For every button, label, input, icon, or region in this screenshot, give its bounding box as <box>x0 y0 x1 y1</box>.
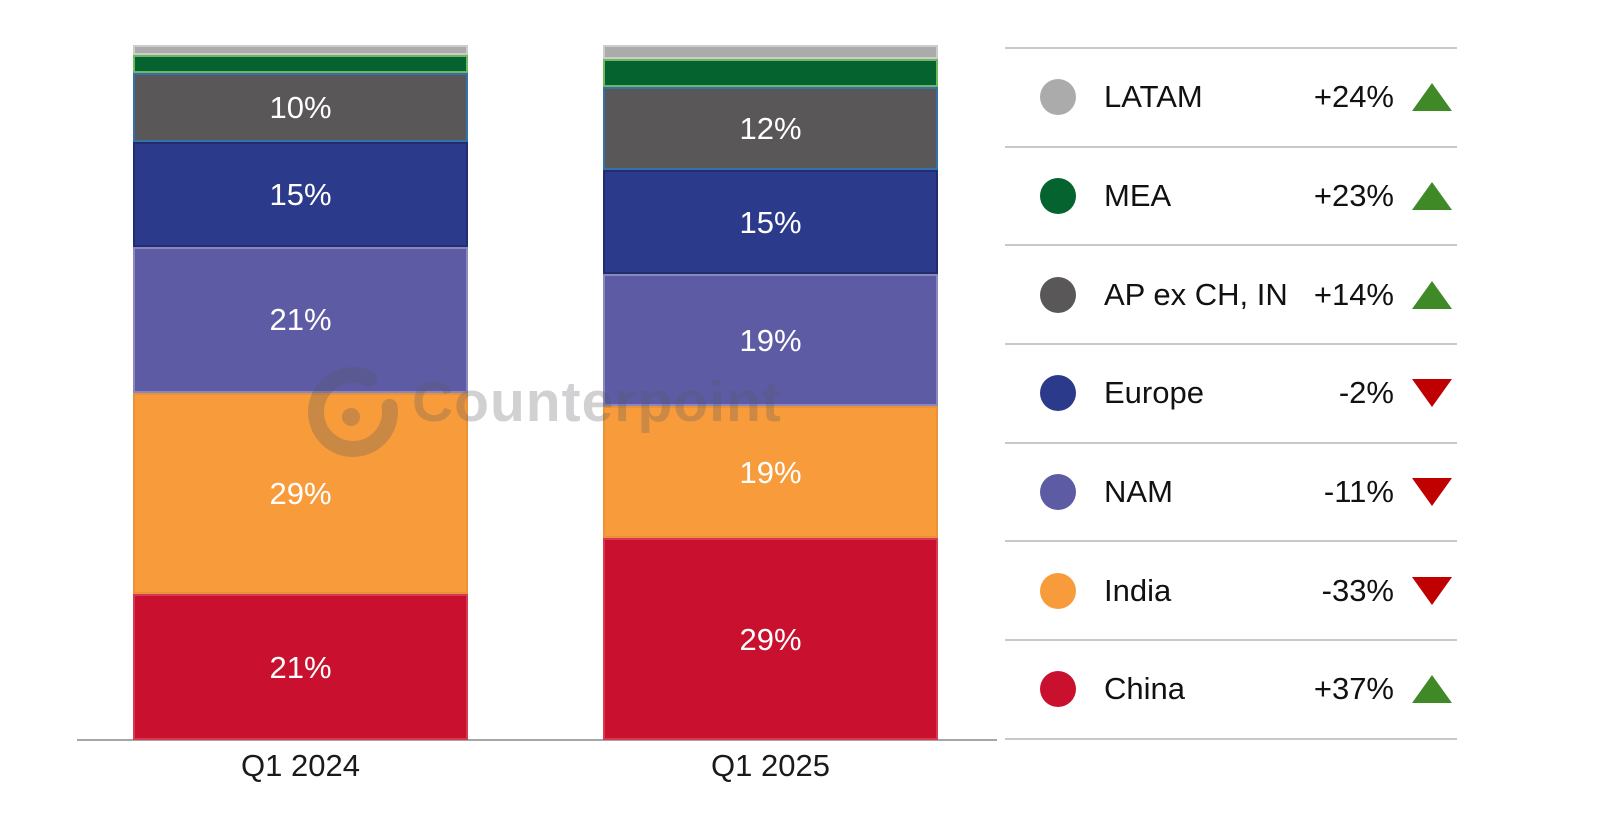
segment-value-label: 15% <box>269 176 332 212</box>
trend-up-icon <box>1412 675 1452 704</box>
legend: LATAM +24% MEA +23% AP ex CH, IN +14% Europe -2… <box>1005 47 1457 740</box>
legend-change: +14% <box>1313 276 1394 312</box>
trend-up-icon <box>1412 280 1452 309</box>
segment-nam: 19% <box>603 274 938 407</box>
legend-dot-nam <box>1040 474 1076 511</box>
legend-name: NAM <box>1104 474 1173 510</box>
legend-row-latam: LATAM +24% <box>1005 47 1457 146</box>
legend-name: Europe <box>1104 375 1204 411</box>
segment-ap-ex-ch-in: 10% <box>133 72 468 143</box>
trend-down-icon <box>1412 478 1452 507</box>
legend-change: -33% <box>1321 572 1394 608</box>
legend-row-nam: NAM -11% <box>1005 441 1457 541</box>
legend-change: +24% <box>1313 79 1394 115</box>
segment-india: 19% <box>603 406 938 539</box>
segment-value-label: 21% <box>269 302 332 338</box>
segment-value-label: 29% <box>739 621 802 657</box>
legend-name: AP ex CH, IN <box>1104 276 1288 312</box>
segment-value-label: 19% <box>739 322 802 358</box>
segment-value-label: 29% <box>269 475 332 511</box>
legend-name: MEA <box>1104 178 1172 214</box>
segment-mea <box>603 58 938 87</box>
segment-latam <box>603 45 938 59</box>
segment-ap-ex-ch-in: 12% <box>603 86 938 171</box>
legend-change: -2% <box>1338 375 1394 411</box>
legend-row-europe: Europe -2% <box>1005 343 1457 442</box>
segment-china: 29% <box>603 538 938 740</box>
legend-row-mea: MEA +23% <box>1005 145 1457 245</box>
legend-change: +37% <box>1313 671 1394 707</box>
legend-row-india: India -33% <box>1005 540 1457 639</box>
segment-china: 21% <box>133 594 468 740</box>
legend-dot-india <box>1040 572 1076 609</box>
segment-value-label: 21% <box>269 649 332 685</box>
segment-europe: 15% <box>133 142 468 247</box>
segment-value-label: 19% <box>739 454 802 490</box>
segment-nam: 21% <box>133 246 468 393</box>
segment-india: 29% <box>133 392 468 595</box>
segment-value-label: 12% <box>739 110 802 146</box>
trend-up-icon <box>1412 182 1452 211</box>
category-label-q1-2025: Q1 2025 <box>711 748 830 783</box>
segment-mea <box>133 55 468 73</box>
x-axis-line <box>77 739 997 741</box>
legend-name: China <box>1104 671 1185 707</box>
segment-latam <box>133 45 468 56</box>
segment-value-label: 15% <box>739 204 802 240</box>
legend-change: +23% <box>1313 178 1394 214</box>
bar-q1-2025: 12% 15% 19% 19% 29% <box>603 45 938 740</box>
legend-change: -11% <box>1323 474 1394 510</box>
legend-name: LATAM <box>1104 79 1203 115</box>
legend-dot-ap-ex-ch-in <box>1040 276 1076 313</box>
segment-value-label: 10% <box>269 90 332 126</box>
legend-row-china: China +37% <box>1005 639 1457 738</box>
trend-down-icon <box>1412 576 1452 605</box>
legend-dot-europe <box>1040 375 1076 412</box>
segment-europe: 15% <box>603 170 938 275</box>
trend-up-icon <box>1412 83 1452 112</box>
legend-dot-mea <box>1040 178 1076 215</box>
legend-row-ap-ex-ch-in: AP ex CH, IN +14% <box>1005 244 1457 343</box>
trend-down-icon <box>1412 379 1452 408</box>
legend-dot-latam <box>1040 79 1076 116</box>
category-label-q1-2024: Q1 2024 <box>241 748 360 783</box>
bar-q1-2024: 10% 15% 21% 29% 21% <box>133 45 468 740</box>
legend-dot-china <box>1040 671 1076 708</box>
legend-name: India <box>1104 572 1172 608</box>
